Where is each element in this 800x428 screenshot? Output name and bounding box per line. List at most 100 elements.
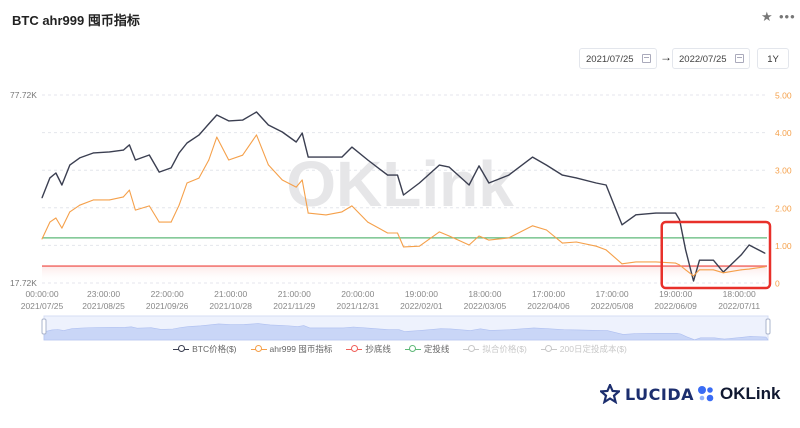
ahr999-point bbox=[49, 221, 51, 223]
ahr999-point bbox=[256, 134, 258, 136]
ahr999-point bbox=[438, 231, 440, 233]
legend-item[interactable]: ahr999 囤币指标 bbox=[250, 343, 332, 355]
btc-price-point bbox=[387, 174, 389, 176]
btc-price-point bbox=[109, 151, 111, 153]
x-axis-tick-date: 2021/08/25 bbox=[82, 301, 125, 311]
right-axis-tick-label: 2.00 bbox=[775, 203, 792, 213]
right-axis-tick-label: 5.00 bbox=[775, 91, 792, 101]
btc-price-point bbox=[561, 174, 563, 176]
btc-price-point bbox=[216, 114, 218, 116]
x-axis-tick-date: 2021/09/26 bbox=[146, 301, 189, 311]
btc-price-point bbox=[532, 156, 534, 158]
ahr999-line bbox=[41, 134, 766, 277]
datazoom-slider[interactable] bbox=[41, 315, 771, 341]
legend-marker-icon bbox=[346, 345, 363, 353]
x-axis-tick-date: 2021/12/31 bbox=[337, 301, 380, 311]
star-icon[interactable]: ★ bbox=[761, 9, 773, 24]
x-axis-tick-date: 2022/07/11 bbox=[718, 301, 760, 311]
btc-price-point bbox=[148, 154, 150, 156]
bottom-zone-fill bbox=[42, 266, 767, 283]
end-date-input[interactable]: 2022/07/25 bbox=[672, 48, 750, 69]
btc-price-point bbox=[508, 174, 510, 176]
left-axis-tick-label: 77.72K bbox=[10, 90, 37, 100]
legend-item[interactable]: 拟合价格($) bbox=[463, 343, 527, 355]
right-axis-tick-label: 4.00 bbox=[775, 128, 792, 138]
ahr999-point bbox=[685, 269, 687, 271]
oklink-logo: OKLink bbox=[697, 384, 780, 404]
ahr999-point bbox=[679, 264, 681, 266]
x-axis-tick-date: 2022/02/01 bbox=[400, 301, 443, 311]
btc-price-point bbox=[178, 152, 180, 154]
more-icon[interactable]: ••• bbox=[779, 9, 796, 24]
end-date-value: 2022/07/25 bbox=[679, 54, 727, 65]
btc-price-point bbox=[546, 164, 548, 166]
ahr999-point bbox=[605, 249, 607, 251]
ahr999-point bbox=[122, 196, 124, 198]
legend-item[interactable]: BTC价格($) bbox=[173, 343, 237, 355]
btc-price-point bbox=[685, 249, 687, 251]
btc-price-point bbox=[55, 172, 57, 174]
btc-price-point bbox=[301, 132, 303, 134]
ahr999-point bbox=[69, 211, 71, 213]
legend-item[interactable]: 定投线 bbox=[404, 343, 450, 355]
x-axis-tick-time: 20:00:00 bbox=[341, 289, 374, 299]
legend-marker-icon bbox=[404, 345, 421, 353]
ahr999-point bbox=[764, 266, 766, 268]
ahr999-point bbox=[561, 242, 563, 244]
btc-price-point bbox=[712, 259, 714, 261]
btc-price-point bbox=[605, 184, 607, 186]
page-title: BTC ahr999 囤币指标 bbox=[12, 13, 140, 28]
start-date-input[interactable]: 2021/07/25 bbox=[579, 48, 657, 69]
ahr999-point bbox=[418, 245, 420, 247]
ahr999-point bbox=[198, 177, 200, 179]
btc-price-point bbox=[295, 141, 297, 143]
ahr999-point bbox=[128, 189, 130, 191]
legend-item[interactable]: 抄底线 bbox=[346, 343, 391, 355]
btc-price-point bbox=[693, 280, 695, 282]
btc-price-point bbox=[488, 182, 490, 184]
x-axis-tick-time: 18:00:00 bbox=[468, 289, 501, 299]
ahr999-point bbox=[109, 199, 111, 201]
slider-right-handle[interactable] bbox=[765, 318, 771, 335]
ahr999-point bbox=[698, 269, 700, 271]
x-axis-tick-date: 2021/10/28 bbox=[209, 301, 252, 311]
ahr999-point bbox=[448, 235, 450, 237]
btc-price-point bbox=[256, 111, 258, 113]
ahr999-point bbox=[41, 238, 43, 240]
x-axis-tick-time: 23:00:00 bbox=[87, 289, 120, 299]
ahr999-point bbox=[635, 261, 637, 263]
btc-price-point bbox=[397, 174, 399, 176]
btc-price-line bbox=[41, 111, 766, 282]
btc-price-point bbox=[621, 224, 623, 226]
btc-price-point bbox=[186, 142, 188, 144]
ahr999-point bbox=[341, 211, 343, 213]
legend-label: 抄底线 bbox=[365, 344, 391, 354]
x-axis-tick-time: 17:00:00 bbox=[596, 289, 629, 299]
legend-marker-icon bbox=[463, 345, 480, 353]
x-axis-tick-time: 18:00:00 bbox=[723, 289, 756, 299]
ahr999-point bbox=[148, 205, 150, 207]
legend-label: 定投线 bbox=[423, 344, 450, 354]
btc-price-point bbox=[595, 182, 597, 184]
btc-price-point bbox=[418, 182, 420, 184]
ahr999-point bbox=[403, 246, 405, 248]
ahr999-point bbox=[79, 204, 81, 206]
ahr999-point bbox=[655, 261, 657, 263]
ahr999-point bbox=[367, 221, 369, 223]
ahr999-point bbox=[397, 232, 399, 234]
ahr999-point bbox=[740, 269, 742, 271]
btc-price-point bbox=[61, 184, 63, 186]
ahr999-point bbox=[228, 159, 230, 161]
slider-left-handle[interactable] bbox=[41, 318, 47, 335]
btc-price-point bbox=[242, 119, 244, 121]
legend-item[interactable]: 200日定投成本($) bbox=[540, 343, 627, 355]
btc-price-point bbox=[198, 134, 200, 136]
ahr999-point bbox=[468, 244, 470, 246]
btc-price-point bbox=[228, 120, 230, 122]
range-1y-button[interactable]: 1Y bbox=[757, 48, 789, 69]
ahr999-point bbox=[55, 217, 57, 219]
btc-price-point bbox=[69, 164, 71, 166]
arrow-right-icon: → bbox=[660, 50, 672, 64]
x-axis-tick-date: 2021/07/25 bbox=[21, 301, 64, 311]
x-axis-tick-time: 21:00:00 bbox=[278, 289, 311, 299]
